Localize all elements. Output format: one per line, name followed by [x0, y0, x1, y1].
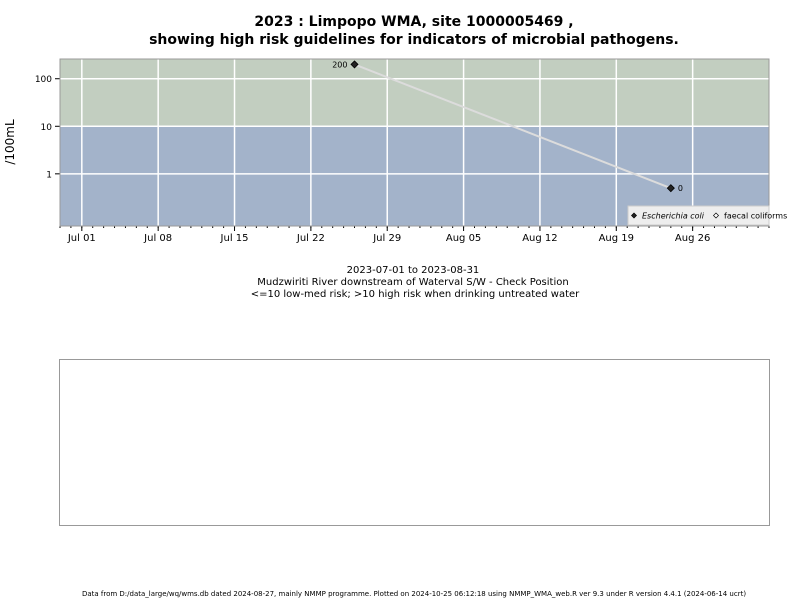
note: 2023-07-01 to 2023-08-31	[347, 265, 480, 276]
x-tick-label: Jul 08	[143, 233, 172, 244]
footnote: Data from D:/data_large/wq/wms.db dated …	[82, 590, 746, 598]
x-tick-label: Aug 12	[522, 233, 557, 244]
note: Mudzwiriti River downstream of Waterval …	[257, 277, 568, 288]
data-label: 200	[332, 60, 347, 69]
legend-box	[627, 205, 770, 226]
x-tick-label: Aug 19	[599, 233, 634, 244]
data-point	[666, 184, 675, 193]
legend-label: faecal coliforms	[724, 212, 787, 221]
data-label: 0	[678, 184, 683, 193]
plot-area: Jul 01 Jul 08 Jul 15 Jul 22 Jul 29 Aug 05 Aug …	[35, 58, 787, 244]
y-tick-label: 100	[35, 75, 52, 85]
chart-subtitle: showing high risk guidelines for indicat…	[149, 32, 679, 48]
band-high-risk	[60, 59, 769, 127]
legend-marker	[713, 212, 719, 219]
plot-frame	[59, 58, 770, 227]
legend-label: Escherichia coli	[642, 212, 705, 221]
y-axis-label: /100mL	[3, 119, 17, 165]
empty-panel	[59, 359, 770, 526]
x-tick-label: Jul 22	[296, 233, 325, 244]
y-tick-label: 1	[46, 170, 52, 180]
x-tick-label: Aug 05	[446, 233, 481, 244]
x-tick-label: Jul 29	[372, 233, 401, 244]
x-tick-label: Aug 26	[675, 233, 710, 244]
x-tick-label: Jul 15	[220, 233, 249, 244]
chart-title: 2023 : Limpopo WMA, site 1000005469 ,	[254, 14, 573, 30]
legend-marker	[631, 212, 637, 219]
series-line	[354, 63, 672, 190]
x-tick-label: Jul 01	[67, 233, 96, 244]
data-point	[350, 60, 359, 69]
y-tick-label: 10	[41, 123, 53, 133]
note: <=10 low-med risk; >10 high risk when dr…	[251, 289, 580, 300]
